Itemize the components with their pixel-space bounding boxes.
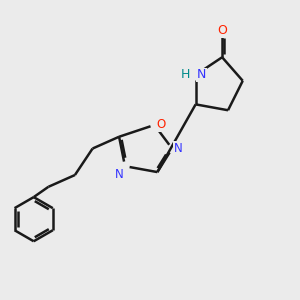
Text: N: N bbox=[115, 168, 124, 181]
Text: N: N bbox=[174, 142, 182, 155]
Text: H: H bbox=[181, 68, 190, 81]
Text: N: N bbox=[197, 68, 206, 81]
Text: O: O bbox=[156, 118, 165, 131]
Text: O: O bbox=[217, 24, 227, 37]
